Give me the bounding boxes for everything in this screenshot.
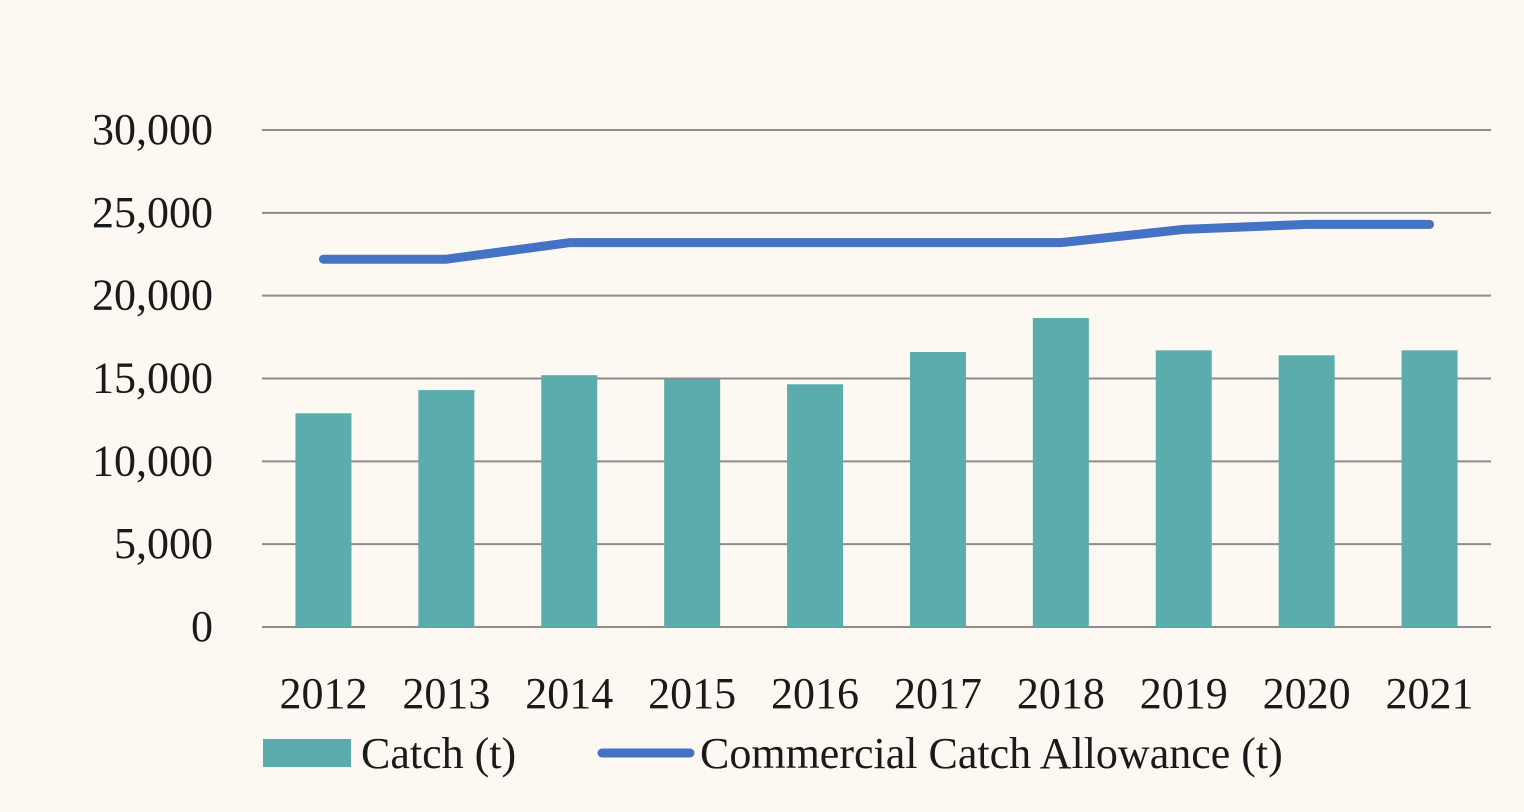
x-tick-label: 2019 <box>1140 669 1228 718</box>
catch-bar <box>295 413 352 627</box>
x-tick-label: 2012 <box>279 669 367 718</box>
y-tick-label: 30,000 <box>92 105 213 154</box>
y-tick-label: 25,000 <box>92 188 213 237</box>
legend-catch-label: Catch (t) <box>361 729 516 778</box>
catch-bar <box>909 351 966 627</box>
catch-bar <box>418 390 475 627</box>
catch-bar <box>1401 350 1458 627</box>
x-tick-label: 2017 <box>894 669 982 718</box>
y-tick-label: 0 <box>191 602 213 651</box>
y-tick-label: 5,000 <box>114 519 213 568</box>
legend-allowance-label: Commercial Catch Allowance (t) <box>700 729 1283 778</box>
catch-bar <box>787 384 844 627</box>
y-tick-label: 15,000 <box>92 354 213 403</box>
catch-bar <box>541 375 598 627</box>
catch-bars <box>295 318 1458 627</box>
y-axis-ticks: 0 5,000 10,000 15,000 20,000 25,000 30,000 <box>92 105 213 651</box>
catch-bar <box>1155 350 1212 627</box>
x-axis-ticks: 2012 2013 2014 2015 2016 2017 2018 2019 2020 2021 <box>279 669 1473 718</box>
x-tick-label: 2021 <box>1386 669 1474 718</box>
x-tick-label: 2016 <box>771 669 859 718</box>
allowance-line-path <box>318 219 1435 264</box>
catch-bar <box>1032 318 1089 627</box>
x-tick-label: 2013 <box>402 669 490 718</box>
x-tick-label: 2020 <box>1263 669 1351 718</box>
x-tick-label: 2014 <box>525 669 613 718</box>
y-tick-label: 10,000 <box>92 436 213 485</box>
y-tick-label: 20,000 <box>92 271 213 320</box>
allowance-line <box>318 219 1435 264</box>
x-tick-label: 2018 <box>1017 669 1105 718</box>
catch-bar <box>1278 355 1335 627</box>
x-tick-label: 2015 <box>648 669 736 718</box>
legend-catch-swatch <box>263 739 351 767</box>
legend: Catch (t) Commercial Catch Allowance (t) <box>263 729 1283 778</box>
catch-bar <box>664 379 721 627</box>
